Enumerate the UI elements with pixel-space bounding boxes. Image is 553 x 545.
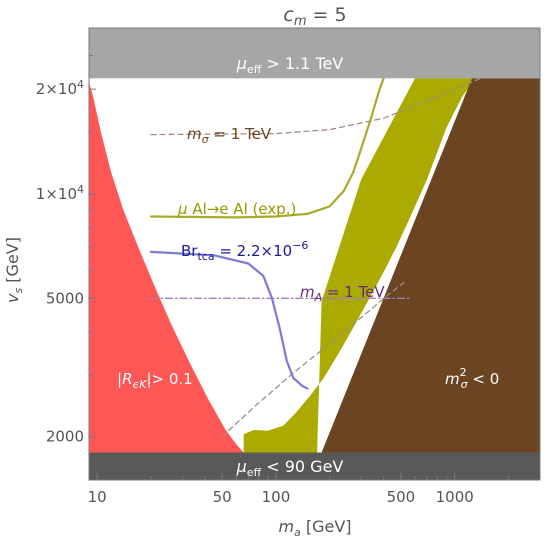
m-A-label: mA = 1 TeV [300, 283, 385, 304]
y-tick-label-10000: 1×104 [36, 183, 84, 203]
y-tick-label-20000: 2×104 [36, 78, 84, 98]
region-r-epsk [89, 81, 244, 453]
bands [89, 28, 540, 480]
x-tick-label-50: 50 [213, 488, 232, 506]
plot-area [89, 28, 540, 480]
annotations: μeff > 1.1 TeV μeff < 90 GeV mσ = 1 TeV … [117, 54, 499, 479]
x-tick-label-500: 500 [387, 488, 416, 506]
chart-title: cm = 5 [283, 4, 346, 29]
mu-e-conversion-label: μ Al→e Al (exp.) [177, 200, 296, 218]
br-tca-label: Brtca = 2.2×10−6 [181, 239, 308, 263]
axis-ticks: 10 50 100 500 1000 2000 5000 1×104 2×104 [36, 55, 510, 506]
curve-m-sigma-1-tev-upper [150, 77, 482, 136]
curve-br-tca-2-2e-6 [149, 250, 309, 390]
band-label-mu-eff-low: μeff < 90 GeV [236, 457, 344, 479]
y-tick-label-2000: 2000 [46, 428, 84, 446]
curve-m-sigma-1-tev-lower [221, 281, 405, 438]
x-tick-label-100: 100 [262, 488, 291, 506]
x-axis-label: ma [GeV] [278, 517, 351, 539]
m-sigma-sq-label: m2 σ < 0 [445, 366, 499, 391]
m-sigma-label: mσ = 1 TeV [187, 125, 272, 146]
r-epsk-label: |RϵK|> 0.1 [117, 370, 193, 391]
y-axis-label: vs [GeV] [3, 237, 25, 303]
band-mu-eff-90-gev [89, 452, 540, 480]
exclusion-regions [89, 78, 540, 453]
x-tick-label-10: 10 [88, 488, 107, 506]
band-label-mu-eff-high: μeff > 1.1 TeV [236, 54, 344, 76]
contour-curves [149, 77, 482, 438]
region-m-sigma-sq-negative [321, 78, 540, 453]
curve-mu-al-to-e-al-exp [149, 77, 385, 219]
plot-frame [88, 27, 541, 481]
region-mu-to-e-exp-excluded [243, 78, 476, 453]
y-tick-label-5000: 5000 [46, 289, 84, 307]
x-tick-label-1000: 1000 [436, 488, 474, 506]
band-mu-eff-1-1-tev [89, 28, 540, 79]
